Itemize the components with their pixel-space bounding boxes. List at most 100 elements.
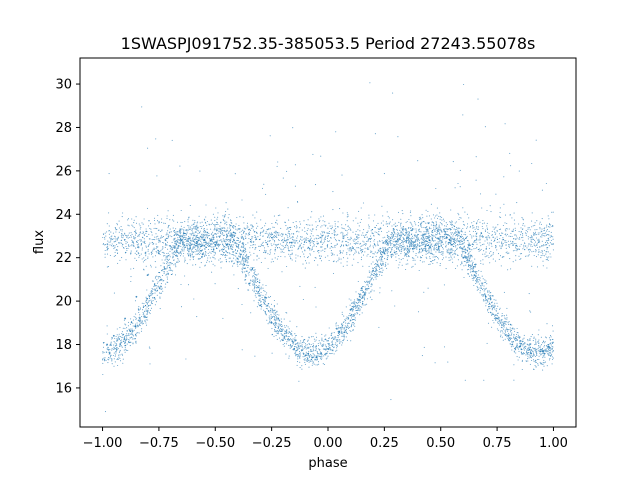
data-point (539, 221, 541, 223)
data-point (276, 310, 278, 312)
data-point (166, 215, 168, 217)
data-point (433, 247, 435, 249)
data-point (342, 227, 344, 229)
data-point (226, 242, 228, 244)
data-point (469, 250, 471, 252)
data-point (154, 223, 156, 225)
data-point (424, 247, 426, 249)
data-point (263, 309, 265, 311)
data-point (527, 340, 529, 342)
data-point (180, 228, 182, 230)
data-point (466, 223, 469, 225)
data-point (174, 242, 177, 244)
data-point (390, 244, 392, 246)
data-point (476, 287, 479, 289)
data-point (228, 252, 230, 254)
data-point (321, 243, 323, 245)
data-point (126, 248, 128, 250)
data-point (155, 251, 157, 253)
data-point (495, 193, 497, 195)
data-point (476, 279, 478, 281)
data-point (481, 289, 484, 291)
data-point (207, 244, 210, 246)
data-point (156, 238, 158, 240)
data-point (338, 257, 340, 259)
data-point (140, 330, 143, 332)
data-point (485, 255, 488, 257)
data-point (268, 317, 270, 319)
data-point (497, 253, 500, 255)
data-point (133, 235, 135, 237)
data-point (538, 238, 540, 240)
data-point (362, 265, 364, 267)
data-point (275, 335, 277, 337)
data-point (427, 229, 429, 231)
data-point (358, 302, 360, 304)
data-point (362, 285, 364, 288)
data-point (451, 252, 453, 254)
data-point (121, 236, 123, 238)
data-point (222, 238, 224, 240)
data-point (324, 241, 326, 243)
data-point (106, 247, 109, 249)
data-point (535, 361, 537, 363)
data-point (498, 258, 500, 260)
data-point (264, 257, 266, 259)
data-point (345, 332, 348, 334)
data-point (212, 213, 214, 215)
data-point (127, 219, 129, 221)
data-point (285, 338, 287, 340)
data-point (192, 231, 194, 233)
data-point (166, 244, 168, 246)
data-point (139, 255, 141, 257)
data-point (541, 250, 543, 252)
data-point (550, 231, 552, 233)
data-point (335, 325, 337, 327)
data-point (452, 225, 454, 227)
data-point (142, 223, 144, 225)
data-point (448, 228, 450, 230)
data-point (262, 287, 264, 289)
data-point (277, 243, 280, 245)
data-point (304, 358, 306, 360)
data-point (156, 285, 158, 287)
data-point (407, 231, 409, 233)
data-point (243, 271, 245, 273)
data-point (152, 288, 154, 290)
data-point (369, 82, 371, 84)
data-point (363, 243, 366, 245)
data-point (268, 240, 270, 242)
data-point (238, 247, 240, 249)
data-point (205, 216, 207, 218)
data-point (543, 232, 545, 235)
data-point (390, 233, 392, 236)
data-point (133, 315, 135, 318)
data-point (260, 308, 262, 310)
data-point (249, 229, 252, 232)
data-point (319, 349, 321, 351)
data-point (511, 242, 513, 244)
data-point (370, 275, 372, 277)
data-point (466, 226, 469, 228)
data-point (436, 217, 439, 219)
data-point (226, 239, 228, 241)
data-point (520, 258, 522, 260)
data-point (397, 211, 400, 213)
data-point (499, 307, 501, 309)
data-point (419, 256, 422, 258)
data-point (239, 261, 241, 263)
data-point (141, 106, 143, 108)
data-point (139, 308, 141, 310)
data-point (529, 363, 531, 365)
data-point (374, 270, 376, 273)
data-point (256, 259, 258, 261)
data-point (378, 250, 380, 252)
data-point (340, 329, 342, 331)
data-point (491, 245, 493, 247)
data-point (200, 236, 202, 239)
data-point (307, 346, 309, 348)
data-point (337, 233, 339, 235)
data-point (322, 242, 324, 244)
data-point (369, 296, 371, 298)
data-point (491, 305, 493, 307)
